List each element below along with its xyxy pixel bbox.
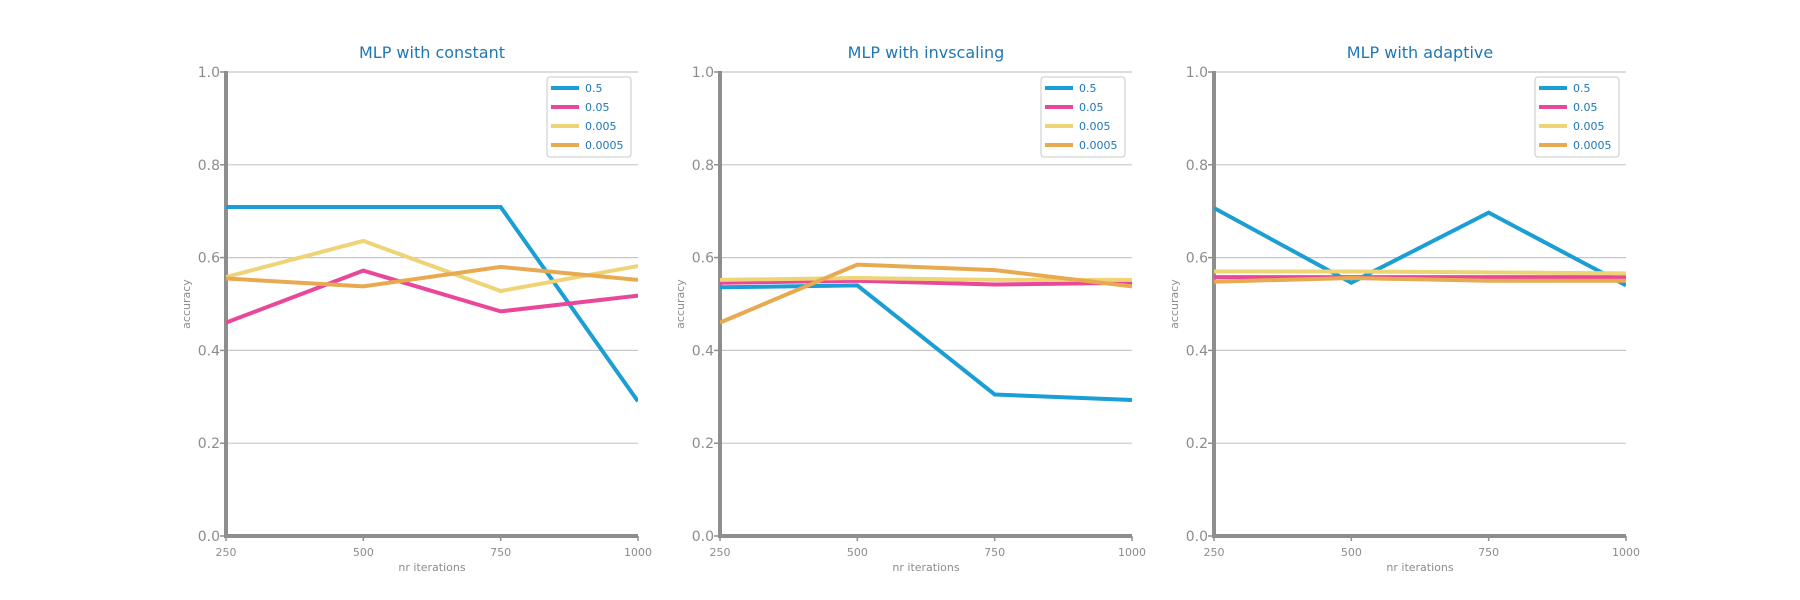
- series-line-0.0005: [720, 262, 1132, 325]
- y-tick-label: 0.4: [1186, 343, 1208, 359]
- legend-box: [546, 76, 632, 158]
- series-line-0.005: [1214, 269, 1626, 276]
- legend-label: 0.0005: [585, 139, 624, 152]
- legend-box: [1040, 76, 1126, 158]
- series-line-0.0005: [1214, 275, 1626, 284]
- x-tick-label: 750: [1478, 546, 1499, 559]
- series-line-0.005: [226, 238, 638, 294]
- y-tick-label: 0.4: [692, 343, 714, 359]
- y-tick-label: 0.8: [1186, 158, 1208, 174]
- y-tick-label: 0.8: [198, 158, 220, 174]
- x-tick-label: 500: [1341, 546, 1362, 559]
- x-tick-label: 250: [710, 546, 731, 559]
- series-lines: [1214, 206, 1626, 288]
- series-line-0.5: [1214, 206, 1626, 288]
- x-tick-label: 1000: [1612, 546, 1640, 559]
- y-tick-label: 0.2: [692, 436, 714, 452]
- legend: 0.5 0.05 0.005 0.0005: [1040, 76, 1126, 158]
- x-tick-label: 750: [490, 546, 511, 559]
- series-line-0.0005: [226, 264, 638, 289]
- y-axis-label: accuracy: [1168, 279, 1181, 329]
- chart-title: MLP with invscaling: [848, 43, 1005, 62]
- x-tick-label: 1000: [624, 546, 652, 559]
- x-axis-label: nr iterations: [892, 561, 959, 574]
- y-tick-label: 0.2: [1186, 436, 1208, 452]
- legend-label: 0.05: [1079, 101, 1104, 114]
- y-tick-label: 1.0: [198, 65, 220, 81]
- series-lines: [720, 262, 1132, 402]
- y-tick-label: 1.0: [1186, 65, 1208, 81]
- series-lines: [226, 205, 638, 403]
- series-line-0.05: [720, 278, 1132, 287]
- legend-label: 0.05: [585, 101, 610, 114]
- legend-label: 0.005: [1573, 120, 1605, 133]
- series-line-0.5: [720, 283, 1132, 402]
- y-tick-label: 0.4: [198, 343, 220, 359]
- legend-label: 0.05: [1573, 101, 1598, 114]
- legend-label: 0.0005: [1079, 139, 1118, 152]
- x-tick-label: 250: [216, 546, 237, 559]
- y-tick-label: 0.6: [1186, 251, 1208, 267]
- y-tick-label: 0.6: [692, 251, 714, 267]
- x-tick-label: 500: [847, 546, 868, 559]
- x-axis-label: nr iterations: [398, 561, 465, 574]
- legend-label: 0.5: [1573, 82, 1591, 95]
- legend-label: 0.0005: [1573, 139, 1612, 152]
- chart-panel-2: 0.0 0.2 0.4 0.6 0.8 1.0 250 500 750 1000 nr iterat…: [674, 43, 1146, 574]
- legend-box: [1534, 76, 1620, 158]
- y-tick-label: 0.0: [1186, 529, 1208, 545]
- y-tick-label: 0.2: [198, 436, 220, 452]
- x-tick-label: 500: [353, 546, 374, 559]
- chart-panel-1: 0.0 0.2 0.4 0.6 0.8 1.0 250 500 750 1000 nr iterat…: [180, 43, 652, 574]
- chart-title: MLP with constant: [359, 43, 505, 62]
- y-tick-label: 0.6: [198, 251, 220, 267]
- y-axis-label: accuracy: [180, 279, 193, 329]
- x-tick-label: 1000: [1118, 546, 1146, 559]
- legend-label: 0.005: [1079, 120, 1111, 133]
- y-tick-label: 0.0: [692, 529, 714, 545]
- legend: 0.5 0.05 0.005 0.0005: [1534, 76, 1620, 158]
- y-axis-label: accuracy: [674, 279, 687, 329]
- series-line-0.05: [226, 268, 638, 325]
- x-axis-label: nr iterations: [1386, 561, 1453, 574]
- legend-label: 0.5: [1079, 82, 1097, 95]
- y-tick-label: 0.8: [692, 158, 714, 174]
- chart-title: MLP with adaptive: [1347, 43, 1493, 62]
- x-tick-label: 250: [1204, 546, 1225, 559]
- y-tick-label: 1.0: [692, 65, 714, 81]
- legend: 0.5 0.05 0.005 0.0005: [546, 76, 632, 158]
- y-tick-label: 0.0: [198, 529, 220, 545]
- legend-label: 0.5: [585, 82, 603, 95]
- legend-label: 0.005: [585, 120, 617, 133]
- chart-panel-3: 0.0 0.2 0.4 0.6 0.8 1.0 250 500 750 1000 nr iterat…: [1168, 43, 1640, 574]
- x-tick-label: 750: [984, 546, 1005, 559]
